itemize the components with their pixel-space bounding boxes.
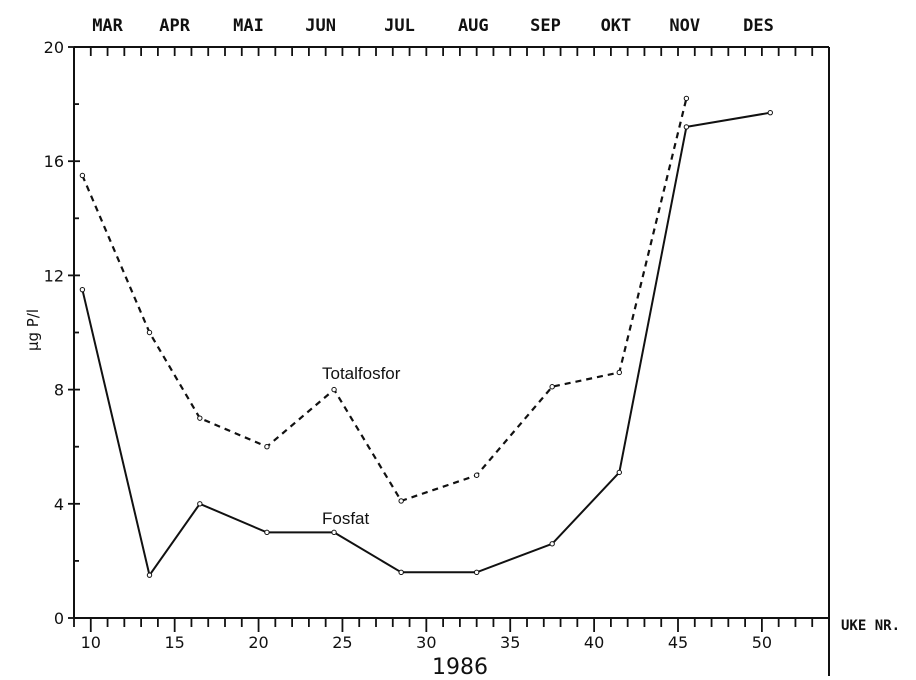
- data-point-totalfosfor: [146, 329, 153, 336]
- y-tick-label: 12: [44, 266, 64, 285]
- data-point-fosfat: [767, 109, 773, 116]
- x-axis-label: UKE NR.: [841, 618, 900, 634]
- y-tick-label: 16: [44, 152, 64, 171]
- month-label: SEP: [530, 16, 561, 36]
- data-point-fosfat: [331, 529, 337, 536]
- month-label: JUL: [384, 16, 415, 36]
- x-tick-label: 40: [584, 633, 604, 652]
- data-point-totalfosfor: [683, 95, 690, 102]
- axes: [73, 46, 830, 676]
- data-point-fosfat: [398, 569, 404, 576]
- month-label: JUN: [305, 16, 336, 36]
- x-tick-label: 15: [164, 633, 184, 652]
- data-point-totalfosfor: [616, 369, 622, 376]
- data-point-totalfosfor: [549, 384, 555, 390]
- series-label-fosfat: Fosfat: [322, 509, 370, 528]
- labels: µg P/l UKE NR. 1986 Totalfosfor Fosfat: [24, 309, 900, 680]
- series-line-fosfat: [81, 111, 771, 578]
- x-tick-label: 30: [416, 633, 436, 652]
- data-point-totalfosfor: [197, 415, 203, 421]
- data-point-totalfosfor: [264, 444, 270, 450]
- data-point-fosfat: [79, 286, 86, 293]
- x-tick-label: 50: [752, 633, 772, 652]
- month-label: NOV: [669, 16, 700, 36]
- data-point-fosfat: [616, 469, 622, 476]
- data-point-fosfat: [197, 501, 203, 507]
- y-tick-label: 20: [44, 38, 64, 57]
- data-point-fosfat: [146, 572, 153, 578]
- month-label: MAI: [233, 16, 264, 36]
- data-point-totalfosfor: [473, 472, 480, 478]
- month-label: APR: [159, 16, 190, 36]
- series-label-totalfosfor: Totalfosfor: [322, 364, 401, 383]
- y-tick-label: 4: [54, 495, 64, 514]
- data-point-totalfosfor: [79, 172, 86, 179]
- x-tick-label: 20: [248, 633, 268, 652]
- x-tick-label: 25: [332, 633, 352, 652]
- x-tick-label: 35: [500, 633, 520, 652]
- data-point-totalfosfor: [398, 498, 404, 504]
- year-label: 1986: [432, 655, 488, 680]
- month-label: AUG: [458, 16, 489, 36]
- month-label: DES: [743, 16, 774, 36]
- series-line-totalfosfor: [81, 98, 688, 503]
- data-point-fosfat: [264, 529, 270, 536]
- data-point-totalfosfor: [331, 386, 337, 393]
- data-point-fosfat: [473, 569, 480, 576]
- y-axis-label: µg P/l: [24, 309, 42, 351]
- y-tick-label: 0: [54, 609, 64, 628]
- x-tick-label: 45: [668, 633, 688, 652]
- x-tick-label: 10: [81, 633, 101, 652]
- series-layer: [79, 95, 773, 578]
- data-point-fosfat: [549, 541, 555, 547]
- month-label: OKT: [601, 16, 632, 36]
- y-tick-label: 8: [54, 381, 64, 400]
- month-label: MAR: [92, 16, 123, 36]
- data-point-fosfat: [683, 124, 690, 130]
